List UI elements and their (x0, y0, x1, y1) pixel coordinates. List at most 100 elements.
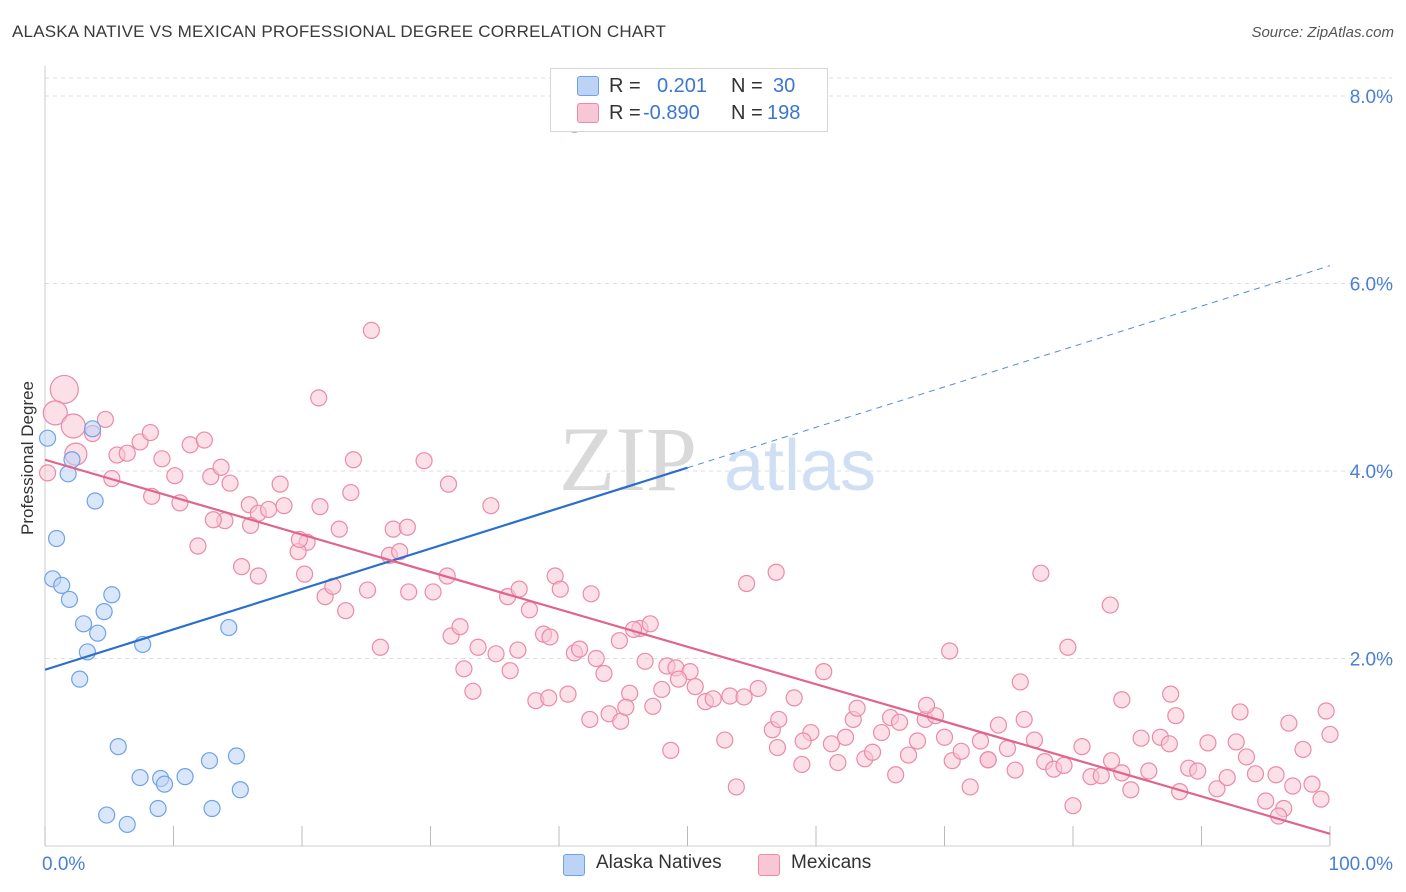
mexicans-point (793, 755, 811, 774)
mexicans-point (415, 452, 433, 470)
mexicans-point (1140, 762, 1158, 780)
mexicans-point (1059, 638, 1077, 656)
mexicans-point (1092, 767, 1110, 785)
mexicans-point (1113, 691, 1131, 709)
mexicans-point (540, 689, 558, 707)
mexicans-point (989, 716, 1008, 734)
alaska-natives-point (47, 529, 66, 548)
mexicans-point (917, 696, 936, 714)
mexicans-point (961, 778, 979, 796)
mexicans-point (166, 467, 184, 485)
alaska-natives-point (71, 670, 89, 688)
mexicans-point (482, 497, 500, 515)
alaska-natives-point (200, 752, 219, 770)
mexicans-point (1227, 733, 1245, 751)
mexicans-point (822, 735, 841, 753)
watermark-zip: ZIP (559, 408, 697, 510)
mexicans-point (794, 732, 812, 750)
mexicans-point (971, 732, 990, 750)
legend-n-value: 30 (773, 74, 796, 97)
y-tick-label: 6.0% (1350, 275, 1393, 296)
mexicans-point (662, 741, 680, 759)
mexicans-point (1101, 596, 1119, 614)
mexicans-point (669, 670, 688, 688)
mexicans-point (1006, 761, 1024, 779)
mexicans-point (1132, 729, 1150, 747)
mexicans-point (1317, 702, 1335, 720)
axes (44, 66, 1331, 847)
x-tick-label: 100.0% (1329, 854, 1394, 875)
mexicans-point (1199, 734, 1217, 752)
mexicans-point (887, 766, 905, 784)
mexicans-point (510, 580, 528, 598)
mexicans-point (595, 664, 613, 683)
mexicans-point (1280, 714, 1298, 732)
mexicans-point (520, 601, 539, 619)
mexicans-point (727, 778, 745, 796)
alaska-natives-point (109, 738, 127, 756)
alaska-natives-point (83, 420, 102, 438)
mexicans-point (195, 431, 213, 449)
mexicans-point (836, 728, 855, 746)
mexicans-point (400, 583, 418, 601)
alaska-natives-point (203, 799, 221, 818)
mexicans-point (952, 742, 970, 760)
mexicans-point (221, 474, 239, 492)
mexicans-point (570, 640, 589, 658)
alaska-natives-points (38, 115, 584, 834)
alaska-natives-point (98, 806, 116, 824)
mexicans-point (1167, 707, 1185, 725)
mexicans-point (455, 660, 473, 678)
legend-n-label: N = (731, 74, 763, 97)
mexicans-point (1073, 738, 1091, 756)
mexicans-point (704, 690, 722, 708)
mexicans-point (815, 663, 833, 681)
legend-n-value: 198 (767, 101, 801, 124)
chart-title: ALASKA NATIVE VS MEXICAN PROFESSIONAL DE… (12, 22, 667, 41)
mexicans-point (1284, 777, 1302, 795)
mexicans-point (384, 520, 402, 538)
mexicans-point (1237, 748, 1256, 766)
trend-lines (44, 265, 1331, 835)
mexicans-point (1231, 703, 1249, 721)
series-label: Mexicans (791, 852, 872, 873)
mexicans-point (344, 451, 362, 469)
mexicans-point (644, 697, 662, 715)
mexicans-point (908, 732, 927, 750)
mexicans-point (636, 652, 654, 670)
mexicans-point (979, 751, 997, 769)
alaska-natives-point (227, 747, 246, 765)
mexicans-point (735, 688, 753, 706)
alaska-natives-point (149, 799, 167, 818)
alaska-natives-point (86, 492, 104, 510)
mexicans-point (271, 475, 289, 493)
mexicans-point (1015, 710, 1033, 729)
mexicans-point (1189, 762, 1207, 780)
legend-r-label: R = (609, 101, 641, 124)
mexicans-point (38, 464, 57, 482)
mexicans-point (275, 497, 293, 515)
mexicans-point (749, 679, 767, 698)
mexicans-point (424, 583, 442, 601)
mexicans-point (233, 558, 251, 576)
mexicans-point (582, 585, 600, 603)
mexicans-point (1267, 766, 1285, 784)
mexicans-point (785, 689, 803, 707)
mexicans-point (469, 638, 487, 656)
mexicans-point (872, 723, 891, 742)
mexicans-swatch (758, 854, 780, 876)
mexicans-point (212, 458, 230, 476)
mexicans-point (1162, 685, 1180, 703)
mexicans-point (1303, 775, 1321, 793)
alaska-natives-point (118, 815, 136, 834)
mexicans-point (686, 678, 704, 696)
mexicans-point (60, 413, 86, 439)
mexicans-trend-line (44, 458, 1331, 835)
y-tick-label: 4.0% (1350, 462, 1393, 483)
mexicans-point (587, 649, 605, 668)
mexicans-point (1321, 725, 1339, 744)
mexicans-point (118, 444, 136, 462)
alaska-natives-point (131, 768, 149, 787)
mexicans-point (1218, 768, 1236, 787)
